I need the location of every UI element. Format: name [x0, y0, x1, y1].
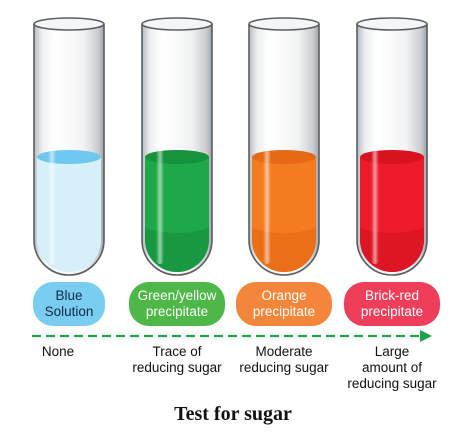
label-text: precipitate — [361, 304, 423, 319]
label-text: Brick-red — [365, 288, 419, 303]
result-text: Trace of — [152, 344, 201, 359]
tube-outline — [141, 24, 213, 276]
diagram-title: Test for sugar — [174, 403, 292, 425]
test-tube-4 — [356, 17, 428, 276]
result-text: Moderate — [255, 344, 312, 359]
tube-outline — [248, 24, 320, 276]
tube-rim — [356, 17, 428, 31]
result-text: reducing sugar — [239, 360, 329, 375]
result-text: Large — [375, 344, 410, 359]
liquid-surface — [145, 150, 209, 164]
tube-rim — [141, 17, 213, 31]
liquid-surface — [360, 150, 424, 164]
result-text: amount of — [362, 360, 422, 375]
tube-liquid — [37, 157, 101, 272]
label-text: Blue — [55, 288, 82, 303]
tube-shine — [156, 38, 164, 264]
label-pill — [129, 282, 225, 326]
label-text: Green/yellow — [138, 288, 217, 303]
label-pill — [236, 282, 332, 326]
tube-shine — [48, 38, 56, 264]
result-labels: BlueSolutionGreen/yellowprecipitateOrang… — [33, 282, 440, 326]
result-description-1: None — [42, 344, 74, 359]
tube-rim — [33, 17, 105, 31]
label-text: precipitate — [146, 304, 208, 319]
label-text: Solution — [45, 304, 94, 319]
liquid-surface — [252, 150, 316, 164]
test-tube-1 — [33, 17, 105, 276]
increasing-sugar-arrow — [32, 330, 432, 342]
arrow-head — [420, 330, 432, 342]
tube-rim — [248, 17, 320, 31]
liquid-surface — [37, 150, 101, 164]
test-tubes — [33, 17, 428, 276]
tube-outline — [33, 24, 105, 276]
test-tube-2 — [141, 17, 213, 276]
test-tube-3 — [248, 17, 320, 276]
result-text: reducing sugar — [347, 376, 437, 391]
tube-shine — [371, 38, 379, 264]
result-text: reducing sugar — [132, 360, 222, 375]
label-text: precipitate — [253, 304, 315, 319]
result-text: None — [42, 344, 74, 359]
label-pill — [33, 282, 105, 326]
label-pill — [344, 282, 440, 326]
tube-shine — [263, 38, 271, 264]
tube-outline — [356, 24, 428, 276]
label-text: Orange — [261, 288, 306, 303]
